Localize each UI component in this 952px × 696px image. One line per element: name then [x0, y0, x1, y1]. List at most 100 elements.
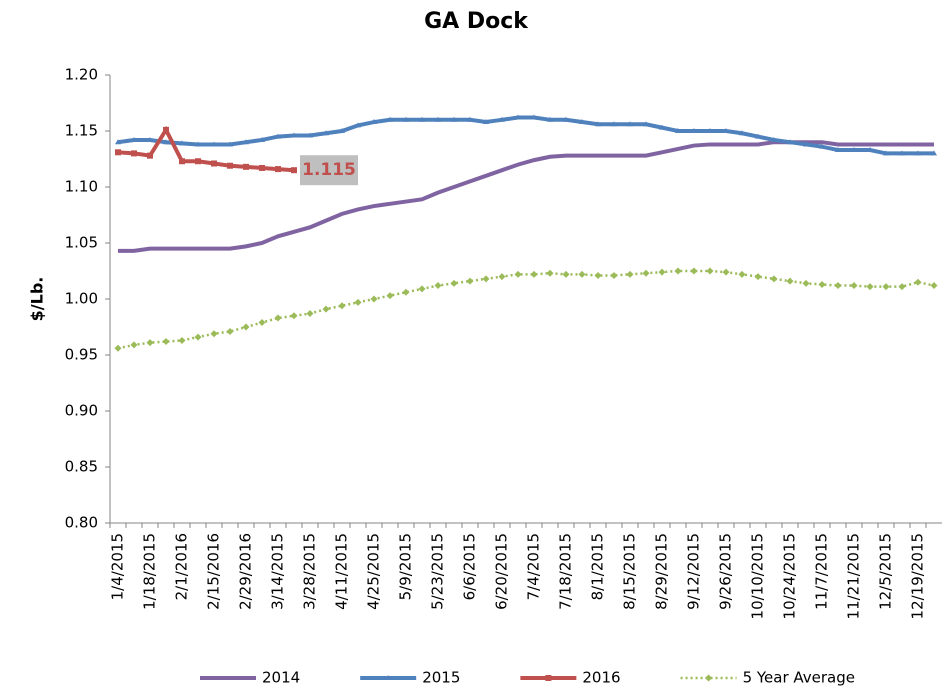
point [658, 268, 666, 276]
point [402, 288, 410, 296]
point [323, 130, 329, 136]
x-tick-label: 3/28/2015 [301, 533, 319, 610]
point [915, 150, 921, 156]
point [610, 271, 618, 279]
point [675, 128, 681, 133]
x-tick-label: 11/21/2015 [845, 533, 863, 619]
x-tick-label: 7/18/2015 [557, 533, 575, 610]
point [385, 675, 392, 680]
data-label-box [300, 155, 358, 186]
point [611, 121, 617, 127]
y-tick-label: 1.20 [65, 66, 98, 84]
point [482, 275, 490, 283]
point [163, 126, 169, 133]
x-tick-label: 4/11/2015 [333, 533, 351, 610]
series-line [117, 115, 934, 156]
point [162, 338, 170, 346]
point [115, 139, 121, 145]
x-tick-label: 8/1/2015 [589, 533, 607, 600]
point [483, 119, 489, 125]
point [659, 124, 665, 130]
x-tick-label: 7/4/2015 [525, 533, 543, 600]
point [210, 330, 218, 338]
point [131, 150, 137, 157]
y-tick-label: 1.05 [65, 234, 98, 252]
x-tick-label: 4/25/2015 [365, 533, 383, 610]
series-line [117, 125, 295, 173]
point [179, 158, 185, 165]
point [514, 270, 522, 278]
point [578, 270, 586, 278]
point [690, 267, 698, 275]
point [227, 141, 233, 147]
x-tick-label: 3/14/2015 [269, 533, 287, 610]
point [531, 114, 537, 120]
x-tick-label: 8/15/2015 [621, 533, 639, 610]
point [818, 280, 826, 288]
x-tick-label: 1/4/2015 [109, 533, 127, 600]
point [706, 267, 714, 275]
point [435, 116, 441, 122]
point [850, 282, 858, 290]
point [275, 133, 281, 139]
point [387, 116, 393, 122]
point [243, 163, 249, 170]
point [498, 273, 506, 281]
point [179, 140, 185, 146]
point [371, 119, 377, 125]
point [178, 336, 186, 344]
point [545, 675, 552, 681]
point [418, 285, 426, 293]
point [851, 147, 857, 153]
point [466, 277, 474, 285]
point [194, 333, 202, 341]
point [770, 275, 778, 283]
point [322, 305, 330, 313]
point [499, 116, 505, 122]
point [115, 149, 121, 156]
point [787, 139, 793, 145]
x-tick-label: 6/6/2015 [461, 533, 479, 600]
point [867, 147, 873, 153]
legend-label: 5 Year Average [743, 669, 855, 687]
x-tick-label: 10/24/2015 [781, 533, 799, 619]
x-tick-label: 5/23/2015 [429, 533, 447, 610]
point [786, 277, 794, 285]
x-tick-label: 2/29/2016 [237, 533, 255, 610]
legend-label: 2016 [582, 669, 620, 687]
point [642, 269, 650, 277]
point [195, 141, 201, 147]
point [370, 295, 378, 303]
point [386, 292, 394, 300]
x-tick-label: 12/19/2015 [909, 533, 927, 619]
x-tick-label: 6/20/2015 [493, 533, 511, 610]
point [450, 279, 458, 287]
point [146, 339, 154, 347]
point [130, 341, 138, 349]
x-tick-label: 9/26/2015 [717, 533, 735, 610]
point [467, 116, 473, 122]
point [338, 302, 346, 310]
point [755, 133, 761, 139]
point [819, 143, 825, 149]
point [355, 122, 361, 128]
point [258, 319, 266, 327]
series-line [117, 269, 935, 350]
point [754, 273, 762, 281]
x-tick-label: 2/1/2016 [173, 533, 191, 600]
point [595, 121, 601, 127]
point [339, 128, 345, 133]
point [626, 270, 634, 278]
point [147, 136, 153, 142]
point [211, 141, 217, 147]
point [211, 160, 217, 167]
x-tick-label: 11/7/2015 [813, 533, 831, 610]
x-tick-label: 9/12/2015 [685, 533, 703, 610]
point [274, 314, 282, 322]
point [738, 270, 746, 278]
point [705, 674, 713, 682]
y-tick-label: 0.80 [65, 514, 98, 532]
point [419, 116, 425, 122]
point [530, 270, 538, 278]
point [883, 150, 889, 156]
